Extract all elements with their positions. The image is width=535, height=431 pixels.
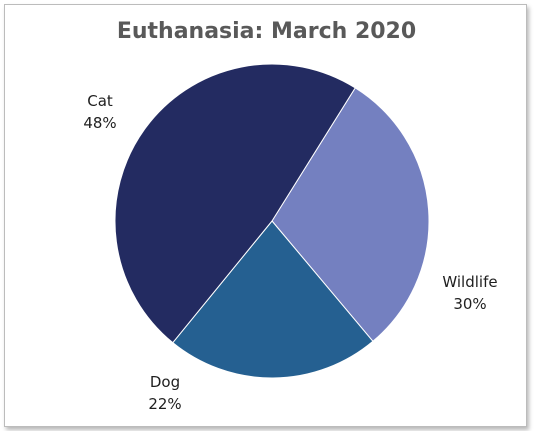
chart-title: Euthanasia: March 2020: [116, 19, 417, 44]
pie-slice-dog: [172, 220, 374, 379]
slice-label-dog: Dog: [150, 373, 180, 391]
pie-chart: Cat 48% Wildlife 30% Dog 22%: [83, 63, 498, 413]
pie-slice-cat: [114, 63, 356, 344]
slice-label-cat: Cat: [87, 92, 113, 110]
slice-value-dog: 22%: [148, 395, 181, 413]
slice-value-cat: 48%: [83, 114, 116, 132]
chart-frame: Euthanasia: March 2020 Cat 48% Wildlife 30%…: [4, 4, 527, 427]
pie-slice-wildlife: [271, 87, 430, 342]
slice-value-wildlife: 30%: [453, 295, 486, 313]
slice-label-wildlife: Wildlife: [442, 273, 497, 291]
